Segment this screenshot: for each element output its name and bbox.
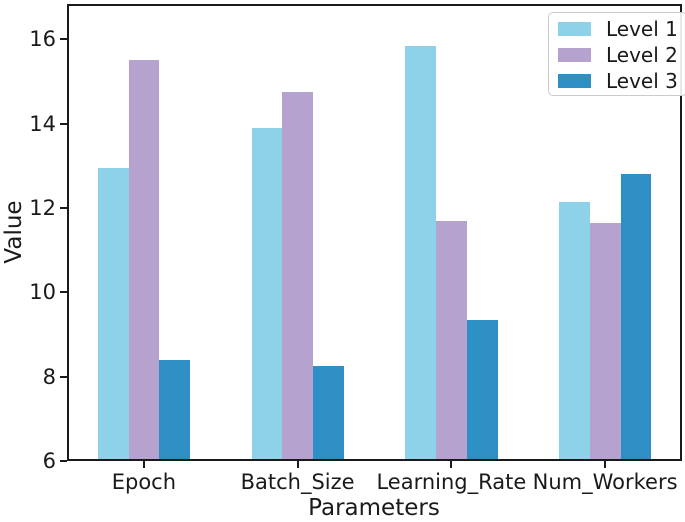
- y-tick-label-16: 16: [29, 27, 56, 52]
- bar-learning-rate-level-2: [436, 220, 467, 459]
- legend-swatch-level-2: [558, 48, 591, 62]
- legend-label-level-1: Level 1: [606, 17, 678, 41]
- y-tick-label-8: 8: [42, 364, 56, 389]
- y-axis-title: Value: [1, 200, 27, 264]
- bar-batch-size-level-2: [282, 92, 313, 459]
- x-tick-label-learning-rate: Learning_Rate: [376, 470, 527, 494]
- bar-num-workers-level-3: [620, 174, 652, 459]
- bar-num-workers-level-2: [589, 222, 621, 459]
- bar-learning-rate-level-1: [405, 45, 436, 459]
- bar-epoch-level-2: [128, 60, 160, 459]
- legend-item-level-1: Level 1: [558, 17, 678, 41]
- y-tick-6: [60, 460, 67, 462]
- legend-item-level-3: Level 3: [558, 69, 678, 93]
- x-tick-label-batch-size: Batch_Size: [240, 470, 355, 494]
- legend-item-level-2: Level 2: [558, 43, 678, 67]
- x-tick-epoch: [142, 461, 145, 468]
- legend-label-level-2: Level 2: [606, 43, 678, 67]
- y-tick-label-12: 12: [29, 196, 56, 220]
- bar-epoch-level-3: [159, 359, 190, 459]
- x-axis-title: Parameters: [308, 495, 440, 521]
- x-tick-num-workers: [604, 461, 607, 468]
- legend-label-level-3: Level 3: [606, 69, 678, 93]
- legend-swatch-level-3: [558, 74, 591, 88]
- bar-learning-rate-level-3: [466, 319, 498, 459]
- y-tick-14: [60, 122, 67, 125]
- y-tick-label-14: 14: [29, 111, 56, 136]
- legend-swatch-level-1: [558, 22, 591, 36]
- x-tick-label-num-workers: Num_Workers: [532, 470, 678, 494]
- x-tick-batch-size: [296, 461, 299, 468]
- y-tick-label-6: 6: [42, 449, 56, 473]
- bar-batch-size-level-1: [251, 127, 283, 459]
- y-tick-10: [60, 291, 67, 294]
- y-tick-16: [60, 38, 67, 41]
- y-tick-label-10: 10: [29, 280, 56, 305]
- bar-num-workers-level-1: [559, 201, 590, 459]
- y-tick-12: [60, 207, 67, 209]
- bar-epoch-level-1: [97, 168, 129, 459]
- bar-batch-size-level-3: [313, 366, 344, 459]
- x-tick-learning-rate: [450, 461, 453, 468]
- legend: Level 1 Level 2 Level 3: [548, 12, 685, 96]
- x-tick-label-epoch: Epoch: [111, 470, 177, 494]
- y-tick-8: [60, 375, 67, 378]
